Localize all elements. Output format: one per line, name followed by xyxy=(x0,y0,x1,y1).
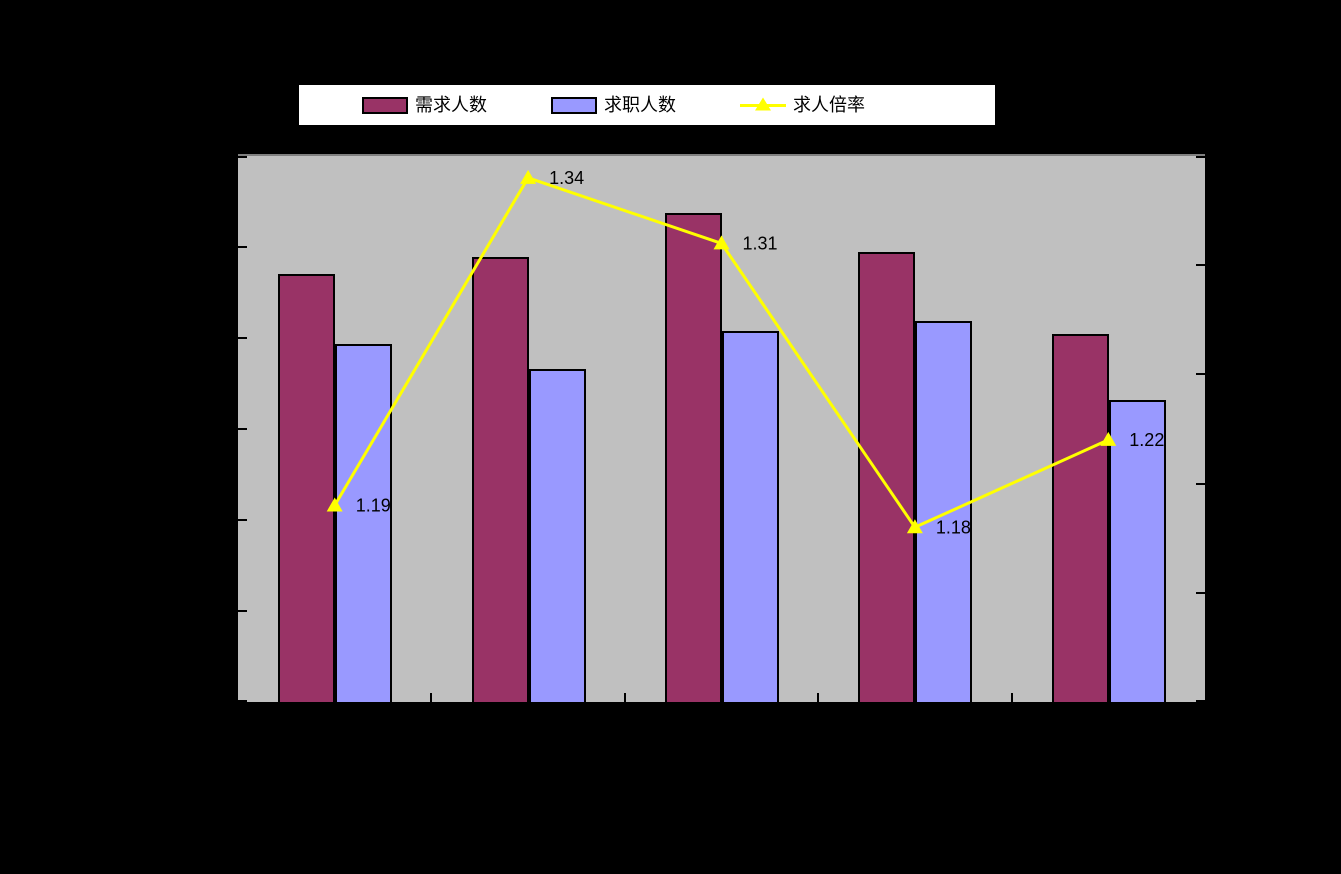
right-axis-tick xyxy=(1196,483,1205,485)
ratio-series-line-sample-icon xyxy=(740,97,786,111)
bar-demand-g3 xyxy=(665,213,722,702)
x-axis-tick xyxy=(817,693,819,702)
x-axis-tick xyxy=(430,693,432,702)
bar-applicants-g5 xyxy=(1109,400,1166,702)
ratio-data-label-g2: 1.34 xyxy=(549,168,584,188)
legend-label-ratio: 求人倍率 xyxy=(793,95,865,115)
legend-label-applicants: 求职人数 xyxy=(604,95,676,115)
ratio-marker-g2 xyxy=(520,169,537,184)
x-axis-tick xyxy=(624,693,626,702)
bar-demand-g1 xyxy=(278,274,335,702)
bar-demand-g4 xyxy=(858,252,915,702)
left-axis-tick xyxy=(238,519,247,521)
left-axis-tick xyxy=(238,428,247,430)
bar-applicants-g3 xyxy=(722,331,779,702)
applicant-series-swatch-icon xyxy=(551,96,597,114)
left-axis-tick xyxy=(238,337,247,339)
left-axis-tick xyxy=(238,610,247,612)
ratio-data-label-g3: 1.31 xyxy=(743,233,778,253)
legend-label-demand: 需求人数 xyxy=(415,95,487,115)
bar-demand-g5 xyxy=(1052,334,1109,702)
plot-area: 1.19 1.34 1.31 1.18 1.22 xyxy=(238,154,1205,704)
right-axis-tick xyxy=(1196,700,1205,702)
legend-item-demand: 需求人数 xyxy=(362,96,487,114)
right-axis-tick xyxy=(1196,592,1205,594)
right-axis-tick xyxy=(1196,156,1205,158)
x-axis-tick xyxy=(1011,693,1013,702)
bar-applicants-g1 xyxy=(335,344,392,702)
left-axis-tick xyxy=(238,246,247,248)
left-axis-tick xyxy=(238,700,247,702)
right-axis-tick xyxy=(1196,373,1205,375)
bar-demand-g2 xyxy=(472,257,529,702)
bar-applicants-g2 xyxy=(529,369,586,702)
triangle-marker-icon xyxy=(755,97,771,111)
legend-item-applicants: 求职人数 xyxy=(551,96,676,114)
legend: 需求人数 求职人数 求人倍率 xyxy=(297,83,997,127)
bar-applicants-g4 xyxy=(915,321,972,702)
left-axis-tick xyxy=(238,156,247,158)
demand-series-swatch-icon xyxy=(362,96,408,114)
right-axis-tick xyxy=(1196,264,1205,266)
legend-item-ratio: 求人倍率 xyxy=(740,96,865,114)
